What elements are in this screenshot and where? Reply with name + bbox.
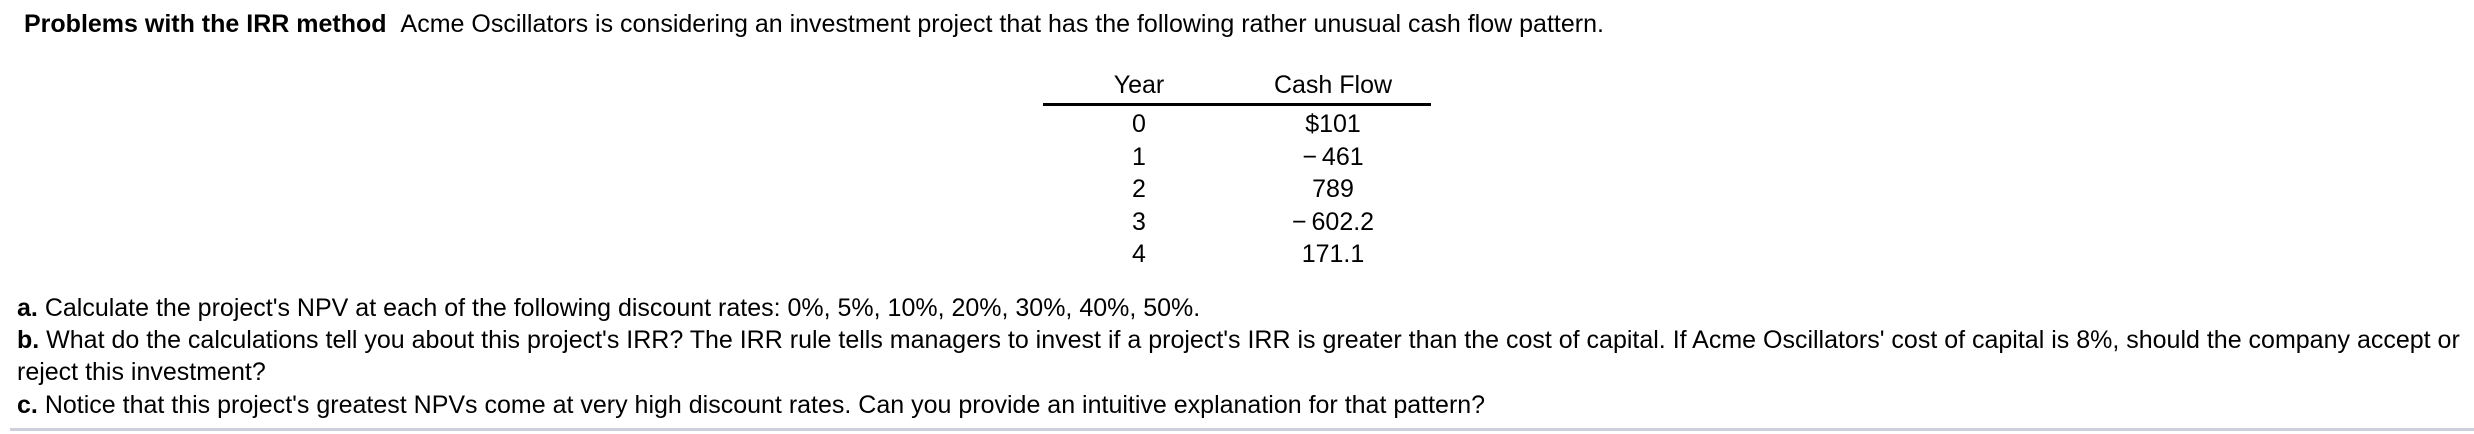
problem-intro-text: Acme Oscillators is considering an inves… [400,10,1604,38]
question-b: b. What do the calculations tell you abo… [17,324,2466,389]
table-row: 2 789 [1043,173,1431,206]
year-cell: 2 [1132,175,1146,203]
table-row: 4 171.1 [1043,238,1431,271]
column-header-cash-flow: Cash Flow [1235,70,1431,106]
question-c-label: c. [17,390,38,419]
problem-intro: Problems with the IRR method Acme Oscilla… [0,0,2474,40]
table-row: 3 − 602.2 [1043,206,1431,239]
question-b-text: What do the calculations tell you about … [17,325,2460,387]
cash-flow-table: Year Cash Flow 0 $101 1 − 461 2 789 3 − … [1043,70,1431,271]
table-row: 1 − 461 [1043,141,1431,174]
question-b-label: b. [17,325,40,354]
column-header-year: Year [1043,70,1235,106]
year-cell: 3 [1132,207,1146,236]
question-a: a. Calculate the project's NPV at each o… [17,292,2466,324]
question-c: c. Notice that this project's greatest N… [17,389,2466,421]
question-c-text: Notice that this project's greatest NPVs… [44,390,1486,419]
cash-flow-cell: $101 [1305,110,1361,138]
cash-flow-cell: 171.1 [1301,240,1365,268]
cash-flow-cell: − 461 [1302,142,1364,171]
question-a-text: Calculate the project's NPV at each of t… [44,293,1201,322]
cash-flow-cell: 789 [1312,175,1354,203]
question-list: a. Calculate the project's NPV at each o… [0,292,2474,422]
year-cell: 4 [1132,240,1146,268]
year-cell: 0 [1132,110,1146,138]
table-header-row: Year Cash Flow [1043,70,1431,106]
problem-title: Problems with the IRR method [24,10,387,38]
cash-flow-cell: − 602.2 [1291,207,1375,236]
year-cell: 1 [1132,142,1146,171]
question-a-label: a. [17,293,38,322]
table-row: 0 $101 [1043,105,1431,141]
bottom-divider [10,428,2474,431]
